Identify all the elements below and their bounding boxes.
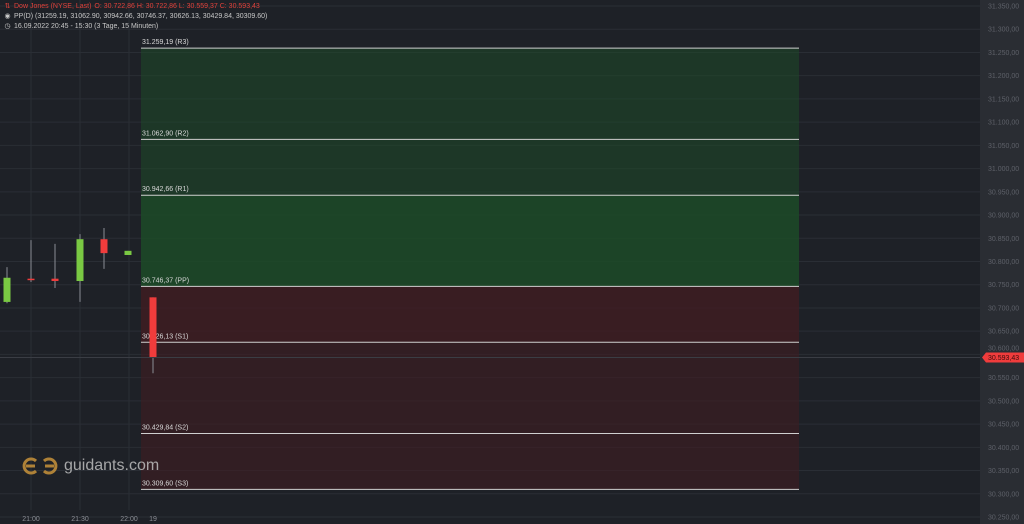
y-tick-label: 30.950,00 [988,189,1019,196]
y-tick-label: 30.450,00 [988,422,1019,429]
x-tick-label: 19 [149,516,157,523]
y-tick-label: 30.550,00 [988,375,1019,382]
x-tick-label: 21:00 [22,516,40,523]
logo-mark-icon [22,457,58,475]
y-tick-label: 31.100,00 [988,120,1019,127]
y-tick-label: 30.650,00 [988,329,1019,336]
y-tick-label: 31.200,00 [988,73,1019,80]
y-tick-label: 31.150,00 [988,96,1019,103]
ohlc-values: O: 30.722,86 H: 30.722,86 L: 30.559,37 C… [94,3,260,10]
y-tick-label: 30.800,00 [988,259,1019,266]
y-tick-label: 31.050,00 [988,143,1019,150]
y-tick-label: 30.500,00 [988,398,1019,405]
pivot-label: 31.259,19 (R3) [142,39,189,46]
r1-zone [141,195,799,287]
candle-body [76,239,84,282]
y-tick-label: 31.300,00 [988,27,1019,34]
y-tick-label: 30.850,00 [988,236,1019,243]
pivot-label: 30.626,13 (S1) [142,333,188,340]
x-tick-label: 22:00 [120,516,138,523]
indicator-values[interactable]: PP(D) (31259.19, 31062.90, 30942.66, 307… [14,13,268,20]
candle-body [124,250,132,255]
guidants-logo: guidants.com [22,457,159,475]
y-tick-label: 30.900,00 [988,213,1019,220]
y-tick-label: 30.700,00 [988,305,1019,312]
pivot-label: 30.746,37 (PP) [142,277,189,284]
last-price-label: 30.593,43 [988,355,1019,362]
candle-body [27,278,35,281]
y-tick-label: 30.300,00 [988,491,1019,498]
price-axis [980,0,1024,524]
candle-body [100,239,108,254]
candle-body [149,297,157,358]
s1-zone [141,286,799,343]
instrument-name[interactable]: Dow Jones (NYSE, Last) [14,3,92,10]
candle-body [3,277,11,302]
y-tick-label: 30.350,00 [988,468,1019,475]
chart-legend: ⇅ Dow Jones (NYSE, Last) O: 30.722,86 H: 3… [4,2,267,32]
pivot-label: 30.429,84 (S2) [142,424,188,431]
candle-body [51,278,59,282]
period-text: 16.09.2022 20:45 - 15:30 (3 Tage, 15 Min… [14,23,159,30]
pivot-label: 30.309,60 (S3) [142,480,188,487]
y-tick-label: 30.400,00 [988,445,1019,452]
last-price-marker [982,352,1024,363]
pivot-label: 30.942,66 (R1) [142,186,189,193]
candles-icon: ⇅ [4,3,11,10]
y-tick-label: 30.750,00 [988,282,1019,289]
y-tick-label: 31.000,00 [988,166,1019,173]
clock-icon: ◷ [4,23,11,30]
y-tick-label: 31.250,00 [988,50,1019,57]
y-tick-label: 30.600,00 [988,345,1019,352]
x-tick-label: 21:30 [71,516,89,523]
pivot-label: 31.062,90 (R2) [142,130,189,137]
y-tick-label: 31.350,00 [988,4,1019,11]
y-tick-label: 30.250,00 [988,515,1019,522]
logo-text: guidants.com [64,457,160,474]
indicator-icon: ◉ [4,13,11,20]
